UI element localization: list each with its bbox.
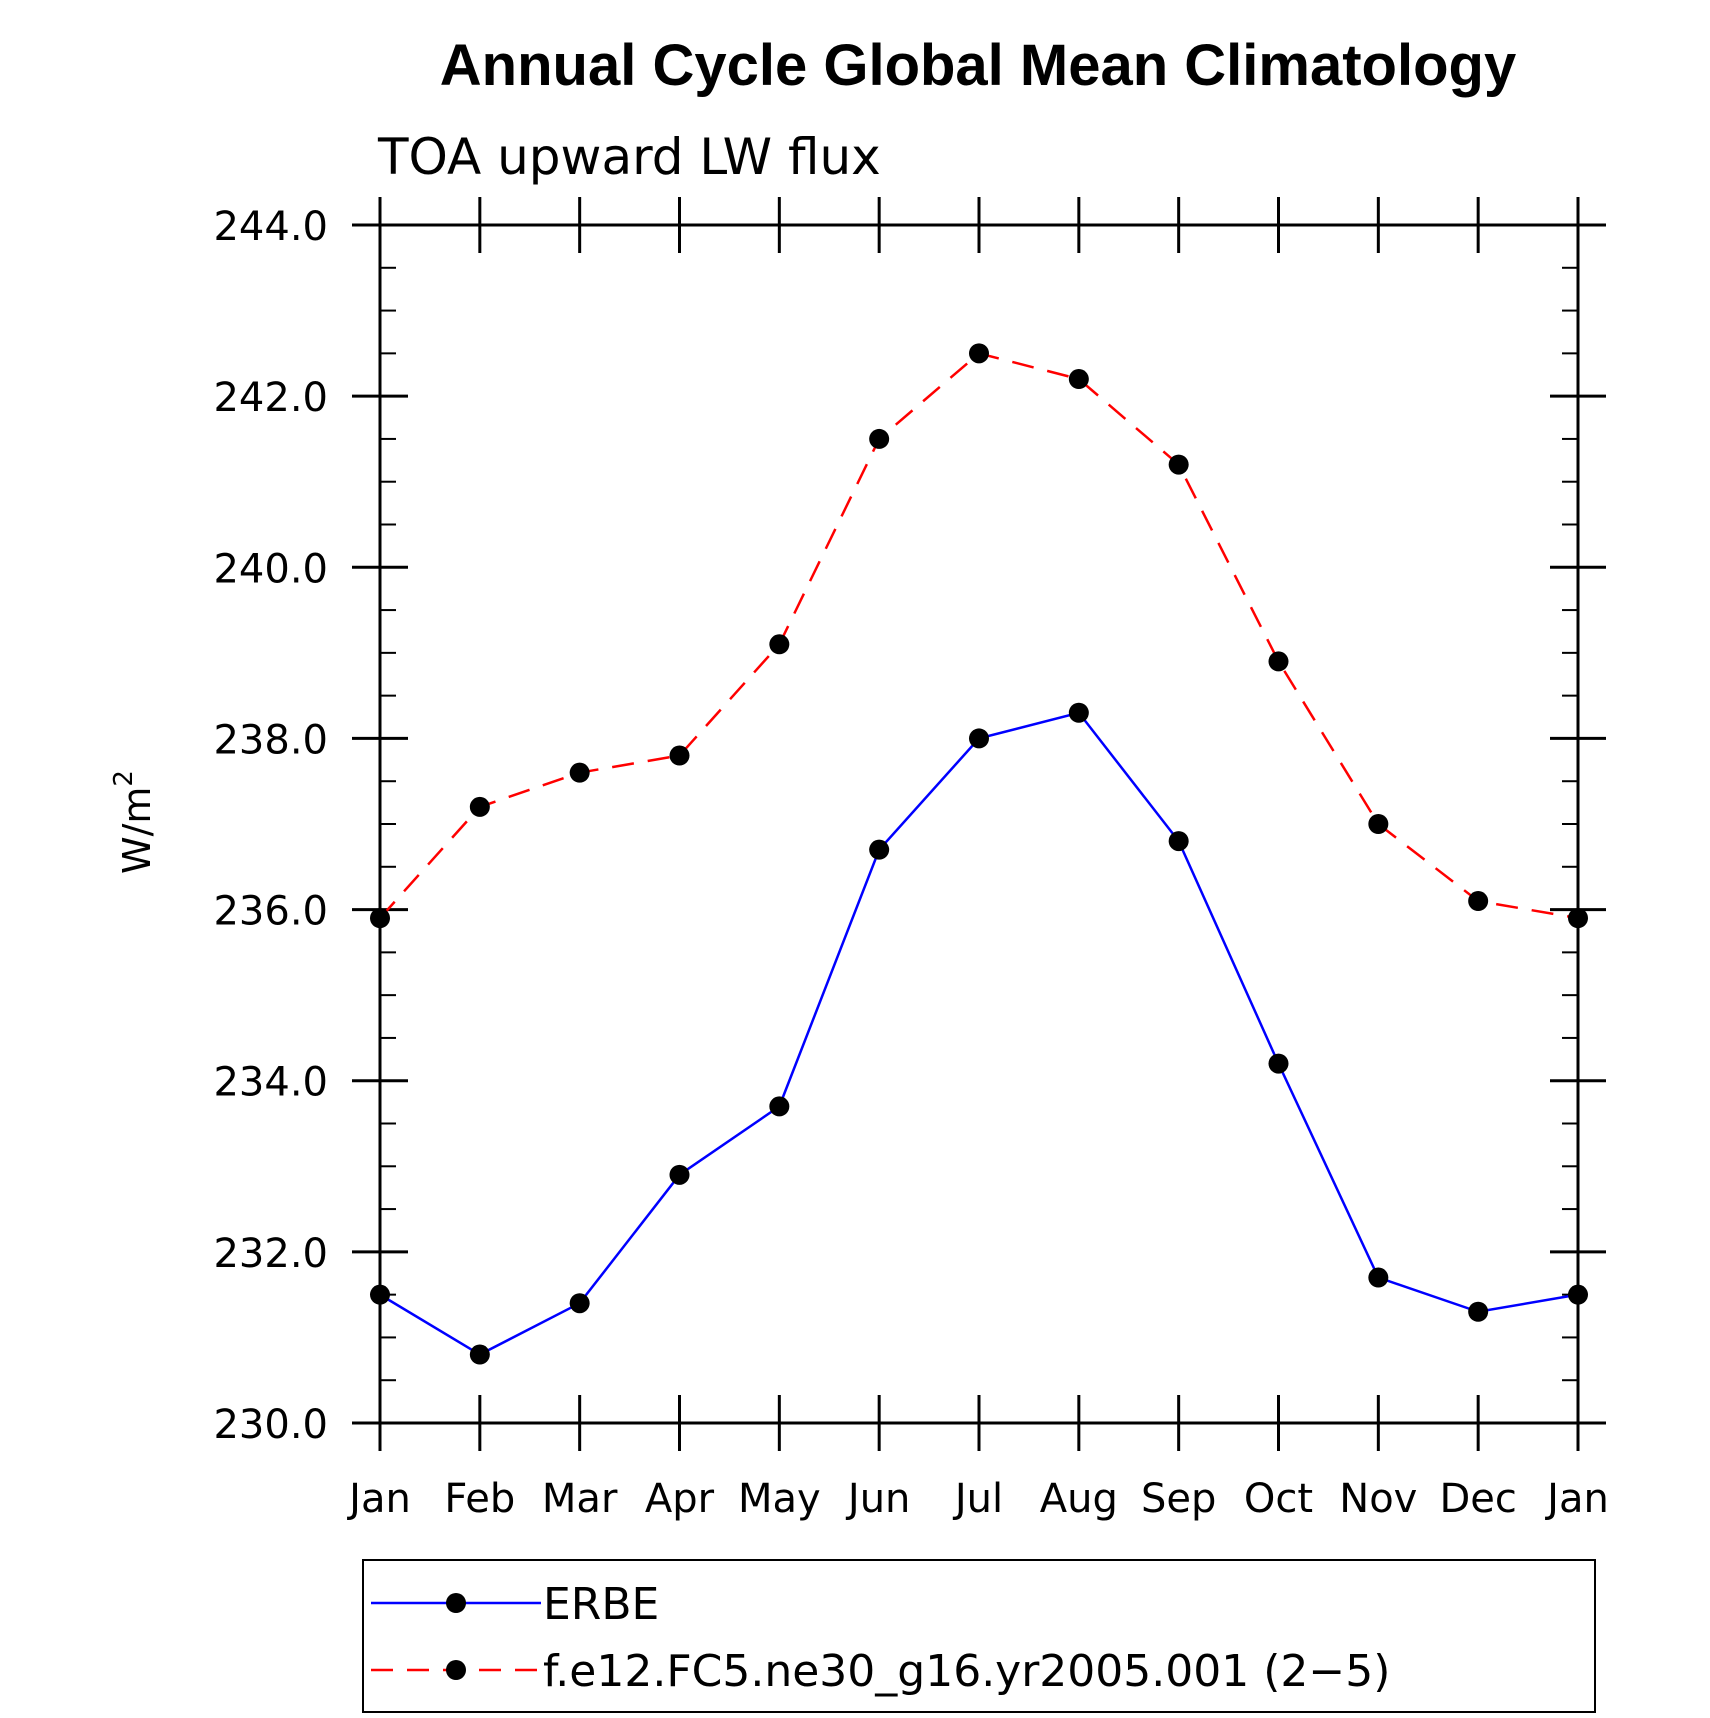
series-0-point — [1368, 1267, 1389, 1288]
axis-ticks — [352, 197, 1606, 1451]
series-0-point — [1068, 702, 1089, 723]
legend-label-model: f.e12.FC5.ne30_g16.yr2005.001 (2−5) — [543, 1646, 1390, 1697]
y-tick-label: 238.0 — [213, 717, 328, 763]
series-1-point — [969, 343, 989, 364]
y-tick-label: 240.0 — [213, 546, 328, 592]
series-0-point — [1568, 1284, 1588, 1305]
x-tick-label: Dec — [1439, 1476, 1516, 1522]
legend: ERBE f.e12.FC5.ne30_g16.yr2005.001 (2−5) — [362, 1559, 1596, 1713]
x-tick-label: Sep — [1141, 1476, 1216, 1522]
series-line-1 — [379, 351, 1579, 920]
x-tick-label: Aug — [1040, 1476, 1118, 1522]
series-1-point — [370, 908, 390, 929]
y-tick-label: 236.0 — [213, 889, 328, 935]
x-tick-label: Apr — [645, 1476, 715, 1522]
series-0-point — [769, 1096, 790, 1117]
svg-text:W/m2: W/m2 — [109, 770, 159, 874]
y-tick-label: 230.0 — [213, 1402, 328, 1448]
series-1-point — [1068, 369, 1089, 390]
y-axis-label: W/m2 — [109, 770, 159, 874]
y-axis-label-text: W/m — [115, 787, 159, 874]
series-1-point — [1568, 908, 1588, 929]
x-tick-label: May — [738, 1476, 821, 1522]
y-axis-label-superscript: 2 — [109, 770, 139, 787]
x-tick-label: Jul — [952, 1476, 1003, 1522]
x-tick-label: Jun — [845, 1476, 911, 1522]
series-1-point — [1468, 891, 1489, 912]
x-tick-label: Oct — [1244, 1476, 1313, 1522]
plot-frame — [378, 223, 1580, 1425]
x-tick-label: Mar — [542, 1476, 618, 1522]
series-0-point — [1268, 1053, 1289, 1074]
series-1-point — [1268, 651, 1289, 672]
series-0-point — [1468, 1301, 1489, 1322]
legend-marker-erbe — [446, 1593, 466, 1613]
y-tick-label: 242.0 — [213, 375, 328, 421]
legend-marker-model — [446, 1660, 466, 1680]
y-tick-label: 244.0 — [213, 204, 328, 250]
series-1-point — [469, 796, 490, 817]
y-tick-label: 234.0 — [213, 1060, 328, 1106]
legend-frame — [362, 1559, 1596, 1713]
series-1-point — [569, 762, 590, 783]
series-1-point — [1168, 454, 1189, 475]
y-tick-label: 232.0 — [213, 1231, 328, 1277]
series-1-point — [769, 634, 790, 655]
x-tick-label: Jan — [346, 1476, 411, 1522]
x-tick-label: Feb — [444, 1476, 515, 1522]
series-0-point — [469, 1344, 490, 1365]
series-line-0 — [379, 711, 1579, 1356]
x-tick-label: Jan — [1544, 1476, 1609, 1522]
series-1-point — [1368, 814, 1389, 834]
axis-tick-labels: 230.0 232.0 234.0 236.0 238.0 240.0 242.0 244.0… — [213, 204, 1608, 1522]
series-0-point — [370, 1284, 390, 1305]
x-tick-label: Nov — [1339, 1476, 1417, 1522]
chart-title: Annual Cycle Global Mean Climatology — [440, 33, 1516, 98]
series-1-point — [669, 745, 690, 766]
chart-subtitle: TOA upward LW flux — [377, 128, 881, 186]
series-layer — [370, 343, 1588, 1365]
series-0-point — [669, 1164, 690, 1185]
legend-label-erbe: ERBE — [543, 1579, 659, 1630]
series-0-point — [969, 728, 989, 749]
series-0-point — [569, 1293, 590, 1314]
series-1-point — [869, 428, 890, 449]
series-0-point — [869, 839, 890, 860]
series-0-point — [1168, 831, 1189, 852]
